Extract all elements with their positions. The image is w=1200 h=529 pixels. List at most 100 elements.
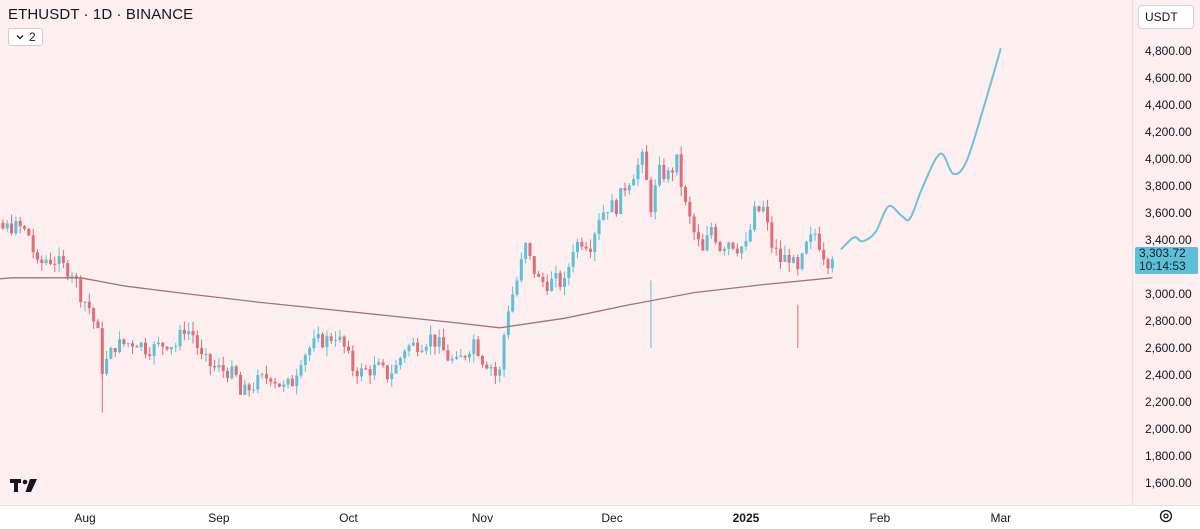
candle-body [347, 346, 351, 351]
candle-body [761, 206, 765, 212]
candle-body [230, 366, 234, 379]
price-tick-label: 3,800.00 [1145, 179, 1192, 193]
candle-body [277, 383, 281, 387]
last-price: 3,303.72 [1139, 246, 1186, 260]
tradingview-logo-icon[interactable] [10, 478, 40, 494]
candle-body [213, 366, 217, 368]
time-tick-label: Feb [870, 511, 891, 525]
gear-icon[interactable] [1158, 508, 1174, 524]
price-tick-label: 4,800.00 [1145, 44, 1192, 58]
candle-body [662, 164, 666, 180]
candle-body [131, 343, 135, 347]
candle-body [109, 348, 113, 359]
candle-body [796, 257, 800, 270]
time-tick-label: Aug [74, 511, 95, 525]
candle-body [774, 247, 778, 249]
candle-body [632, 179, 636, 186]
candle-body [269, 378, 273, 382]
candle-body [597, 219, 601, 234]
candle-body [563, 277, 567, 287]
candle-body [191, 331, 195, 336]
candle-body [295, 375, 299, 387]
candle-body [558, 272, 562, 287]
candle-body [506, 311, 510, 336]
candle-body [368, 369, 372, 376]
time-tick-label: Oct [339, 511, 358, 525]
candle-body [718, 242, 722, 251]
candle-body [364, 368, 368, 370]
time-tick-label: Nov [472, 511, 493, 525]
price-tick-label: 1,800.00 [1145, 449, 1192, 463]
candle-body [541, 276, 545, 282]
candle-body [83, 301, 87, 303]
candle-body [221, 365, 225, 371]
candle-body [645, 151, 649, 180]
candle-body [744, 241, 748, 247]
candle-body [649, 179, 653, 213]
candle-body [480, 356, 484, 365]
candle-body [524, 243, 528, 260]
candle-body [312, 338, 316, 349]
candle-body [27, 228, 31, 236]
candle-body [299, 365, 303, 376]
candle-body [800, 253, 804, 270]
candle-body [139, 342, 143, 348]
candle-body [722, 248, 726, 251]
candle-body [182, 329, 186, 334]
price-tick-label: 2,800.00 [1145, 314, 1192, 328]
candle-body [476, 339, 480, 357]
time-scale[interactable] [0, 505, 1200, 529]
candle-body [489, 366, 493, 369]
price-tick-label: 4,600.00 [1145, 71, 1192, 85]
candle-body [575, 241, 579, 253]
candle-body [485, 364, 489, 369]
candle-body [429, 334, 433, 347]
candle-body [748, 229, 752, 242]
candle-body [727, 242, 731, 249]
moving-average-layer [0, 277, 833, 329]
candle-body [303, 355, 307, 366]
candle-body [779, 248, 783, 262]
candle-body [636, 164, 640, 180]
candle-body [256, 375, 260, 390]
symbol-title: ETHUSDT · 1D · BINANCE [8, 6, 194, 23]
candle-body [683, 186, 687, 203]
candle-body [442, 337, 446, 351]
candle-body [169, 347, 173, 350]
chart-area[interactable] [0, 0, 1132, 505]
candle-body [390, 373, 394, 380]
currency-button[interactable]: USDT [1138, 5, 1194, 29]
candle-body [467, 353, 471, 358]
candle-body [433, 334, 437, 347]
candle-body [18, 220, 22, 227]
candle-body [1, 222, 5, 229]
candle-body [696, 232, 700, 240]
candle-body [334, 340, 338, 342]
candle-body [705, 235, 709, 251]
candle-body [502, 335, 506, 370]
candle-body [105, 358, 109, 374]
candle-body [826, 259, 830, 269]
price-tick-label: 2,200.00 [1145, 395, 1192, 409]
candle-body [31, 235, 35, 253]
candle-body [692, 216, 696, 233]
candle-body [446, 350, 450, 361]
candle-body [35, 252, 39, 260]
candle-body [398, 358, 402, 366]
candle-body [243, 384, 247, 395]
candle-body [601, 212, 605, 220]
candle-body [23, 226, 27, 229]
candle-body [143, 342, 147, 355]
indicator-toggle-button[interactable]: 2 [8, 28, 43, 46]
candle-body [92, 308, 96, 322]
candle-body [260, 374, 264, 376]
candle-body [66, 262, 70, 277]
candle-body [359, 368, 363, 377]
candle-body [550, 278, 554, 292]
candle-body [753, 206, 757, 230]
projection-layer [840, 48, 1002, 251]
candle-body [450, 358, 454, 361]
projection-line [840, 48, 1002, 251]
candle-body [251, 389, 255, 391]
candle-body [40, 259, 44, 264]
